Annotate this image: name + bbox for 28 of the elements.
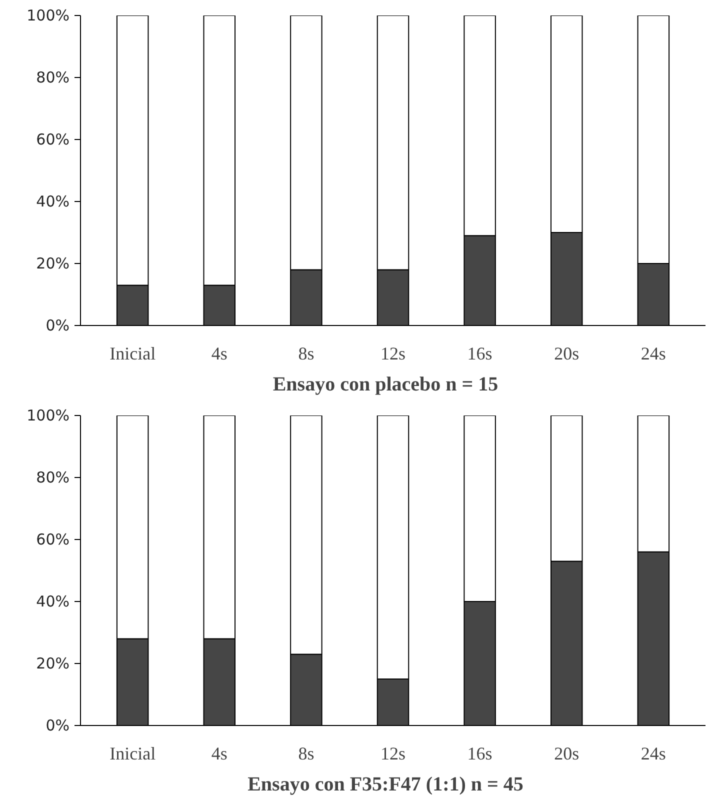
y-tick-label: 20% xyxy=(36,254,70,272)
y-tick-label: 0% xyxy=(46,716,70,734)
text: Ensayo con F35:F47 (1:1) n = 45 xyxy=(248,774,524,796)
x-tick-label: 12s xyxy=(380,344,406,364)
y-tick-label: 100% xyxy=(26,406,70,424)
y-tick-label: 40% xyxy=(36,192,70,210)
x-tick-label: 20s xyxy=(554,744,580,764)
y-tick-label: 20% xyxy=(36,654,70,672)
x-tick-label: 8s xyxy=(298,744,314,764)
x-tick-label: 8s xyxy=(298,344,314,364)
x-tick-label: 4s xyxy=(211,744,228,764)
x-tick-label: Inicial xyxy=(110,344,156,364)
y-tick-label: 0% xyxy=(46,316,70,334)
y-tick-label: 80% xyxy=(36,68,70,86)
x-tick-label: 24s xyxy=(640,344,666,364)
y-tick-label: 80% xyxy=(36,468,70,486)
x-tick-label: 16s xyxy=(467,344,492,364)
x-tick-label: 4s xyxy=(211,344,228,364)
x-tick-label: 12s xyxy=(380,744,406,764)
x-tick-label: 24s xyxy=(640,744,666,764)
y-tick-label: 40% xyxy=(36,592,70,610)
y-tick-label: 60% xyxy=(36,530,70,548)
text: Ensayo con placebo n = 15 xyxy=(272,374,498,396)
x-tick-label: 20s xyxy=(554,344,580,364)
x-tick-label: 16s xyxy=(467,744,492,764)
y-tick-label: 100% xyxy=(26,6,70,24)
y-tick-label: 60% xyxy=(36,130,70,148)
x-tick-label: Inicial xyxy=(110,744,156,764)
